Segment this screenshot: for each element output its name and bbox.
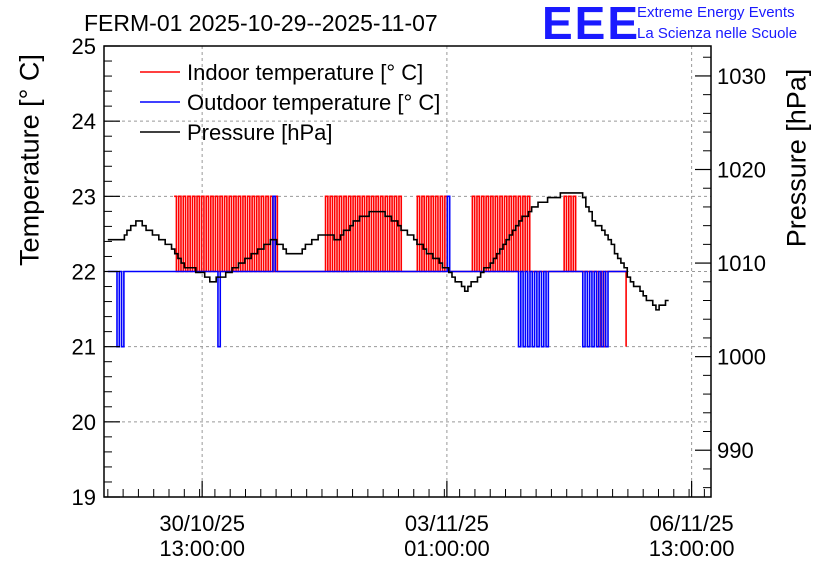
left-tick-label: 19 xyxy=(72,485,96,510)
right-tick-label: 990 xyxy=(717,438,754,463)
series-outdoor-temperature xyxy=(107,195,627,348)
right-axis-ticks: 990 1000 1010 1020 1030 xyxy=(695,56,766,489)
x-tick-label-date: 06/11/25 xyxy=(650,511,734,536)
logo-line-1: Extreme Energy Events xyxy=(637,4,795,21)
y-axis-label-right: Pressure [hPa] xyxy=(781,68,812,248)
left-tick-label: 20 xyxy=(72,410,96,435)
legend: Indoor temperature [° C] Outdoor temperat… xyxy=(140,60,440,145)
x-tick-label-time: 01:00:00 xyxy=(404,536,490,561)
left-tick-label: 24 xyxy=(72,109,96,134)
right-tick-label: 1020 xyxy=(717,158,766,183)
x-tick-label-time: 13:00:00 xyxy=(649,536,735,561)
chart-title: FERM-01 2025-10-29--2025-11-07 xyxy=(84,10,438,36)
x-tick-label-date: 30/10/25 xyxy=(159,511,245,536)
left-tick-label: 23 xyxy=(72,184,96,209)
x-tick-label-date: 03/11/25 xyxy=(405,511,489,536)
x-axis-ticks: 30/10/2513:00:0003/11/2501:00:0006/11/25… xyxy=(107,481,735,561)
logo-line-2: La Scienza nelle Scuole xyxy=(637,25,798,42)
plot-area xyxy=(107,192,669,348)
x-tick-label-time: 13:00:00 xyxy=(159,536,245,561)
legend-pressure-label: Pressure [hPa] xyxy=(187,120,333,145)
right-tick-label: 1030 xyxy=(717,64,766,89)
legend-indoor-label: Indoor temperature [° C] xyxy=(187,60,423,85)
legend-outdoor-label: Outdoor temperature [° C] xyxy=(187,90,440,115)
left-tick-label: 25 xyxy=(72,34,96,59)
left-axis-ticks: 19 20 21 22 23 24 25 xyxy=(72,34,120,510)
left-tick-label: 21 xyxy=(72,335,96,360)
series-pressure xyxy=(107,192,669,311)
right-tick-label: 1000 xyxy=(717,345,766,370)
eee-logo: EEE xyxy=(542,0,641,49)
left-tick-label: 22 xyxy=(72,260,96,285)
right-tick-label: 1010 xyxy=(717,251,766,276)
y-axis-label-left: Temperature [° C] xyxy=(14,54,45,266)
